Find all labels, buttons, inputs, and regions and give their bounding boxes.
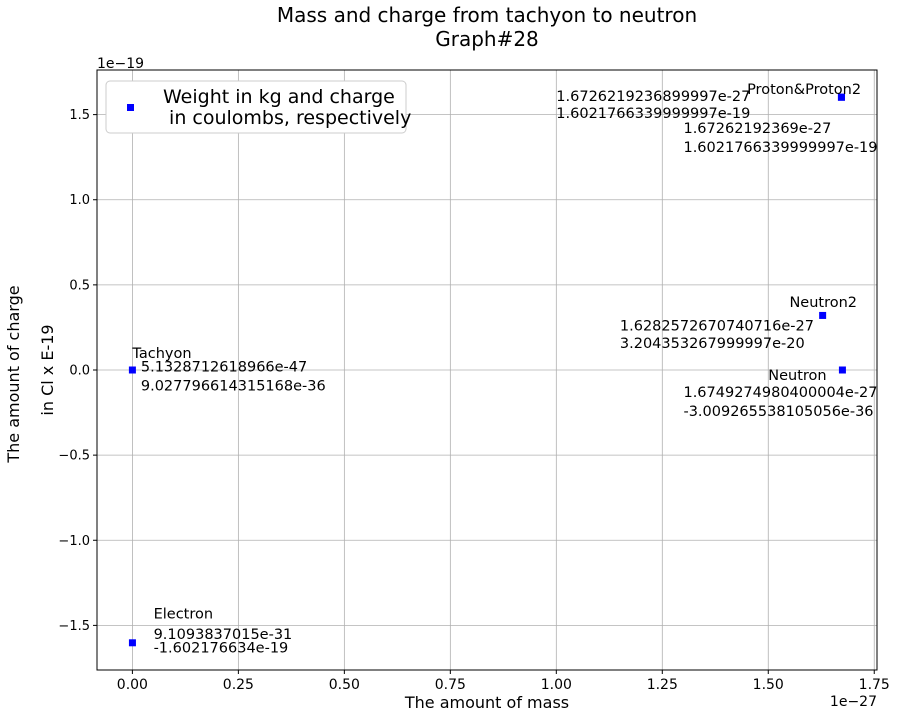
legend-label-line1: Weight in kg and charge xyxy=(163,86,395,108)
y-tick-label: −1.0 xyxy=(58,534,90,549)
x-tick-label: 1.50 xyxy=(753,677,784,693)
chart-title-line1: Mass and charge from tachyon to neutron xyxy=(277,3,697,27)
x-tick-label: 0.00 xyxy=(117,677,148,693)
y-tick-label: −0.5 xyxy=(58,449,90,464)
x-axis-label: The amount of mass xyxy=(404,693,569,712)
grid-lines xyxy=(97,70,877,670)
data-point-electron xyxy=(128,639,136,647)
x-tick-label: 0.50 xyxy=(329,677,360,693)
annotation-neutron2-charge: 3.204353267999997e-20 xyxy=(620,336,805,352)
annotation-proton-charge: 1.6021766339999997e-19 xyxy=(556,106,750,122)
annotation-neutron-charge: -3.009265538105056e-36 xyxy=(683,404,873,420)
legend-frame xyxy=(105,80,407,134)
data-points xyxy=(128,93,846,647)
plot-frame xyxy=(96,69,878,671)
y-tick-label: −1.5 xyxy=(58,619,90,634)
chart-title-line2: Graph#28 xyxy=(435,27,539,51)
annotation-electron-mass: 9.1093837015e-31 xyxy=(154,627,293,643)
annotation-electron-name: Electron xyxy=(154,606,213,622)
annotation-electron-charge: -1.602176634e-19 xyxy=(154,641,289,657)
data-point-neutron xyxy=(838,366,846,374)
annotation-neutron-name: Neutron xyxy=(768,368,826,384)
annotation-proton2-mass: 1.67262192369e-27 xyxy=(683,121,831,137)
annotation-proton-name: Proton&Proton2 xyxy=(747,82,861,98)
legend: Weight in kg and charge in coulombs, res… xyxy=(105,80,411,134)
legend-label-line2: in coulombs, respectively xyxy=(163,107,411,129)
annotation-tachyon-charge: 9.027796614315168e-36 xyxy=(141,378,326,394)
y-axis-label-line1: The amount of charge xyxy=(4,285,23,463)
annotation-proton-mass: 1.6726219236899997e-27 xyxy=(556,89,750,105)
y-exponent-label: 1e−19 xyxy=(97,56,144,72)
x-exponent-label: 1e−27 xyxy=(830,694,877,710)
y-axis-label-line2: in Cl x E-19 xyxy=(38,324,57,415)
annotation-neutron2-mass: 1.6282572670740716e-27 xyxy=(620,319,814,335)
annotation-tachyon-name: Tachyon xyxy=(131,346,191,362)
x-tick-label: 1.75 xyxy=(859,677,890,693)
x-tick-label: 0.25 xyxy=(223,677,254,693)
data-point-neutron2 xyxy=(819,311,827,319)
annotation-tachyon-mass: 5.1328712618966e-47 xyxy=(141,360,307,376)
y-tick-label: 1.0 xyxy=(69,193,90,208)
annotation-neutron2-name: Neutron2 xyxy=(789,295,857,311)
x-axis-ticks: 0.00 0.25 0.50 0.75 1.00 1.25 1.50 1.75 xyxy=(117,670,890,693)
y-tick-label: 0.5 xyxy=(69,278,90,293)
annotation-neutron-mass: 1.6749274980400004e-27 xyxy=(683,385,877,401)
x-tick-label: 1.25 xyxy=(647,677,678,693)
y-axis-ticks: −1.5 −1.0 −0.5 0.0 0.5 1.0 1.5 xyxy=(58,108,97,634)
y-tick-label: 1.5 xyxy=(69,108,90,123)
y-tick-label: 0.0 xyxy=(69,364,90,379)
x-tick-label: 0.75 xyxy=(435,677,466,693)
annotation-proton2-charge: 1.6021766339999997e-19 xyxy=(683,140,877,156)
data-point-proton2 xyxy=(837,93,845,101)
legend-marker xyxy=(127,104,134,111)
data-point-tachyon xyxy=(128,366,136,374)
x-tick-label: 1.00 xyxy=(541,677,572,693)
